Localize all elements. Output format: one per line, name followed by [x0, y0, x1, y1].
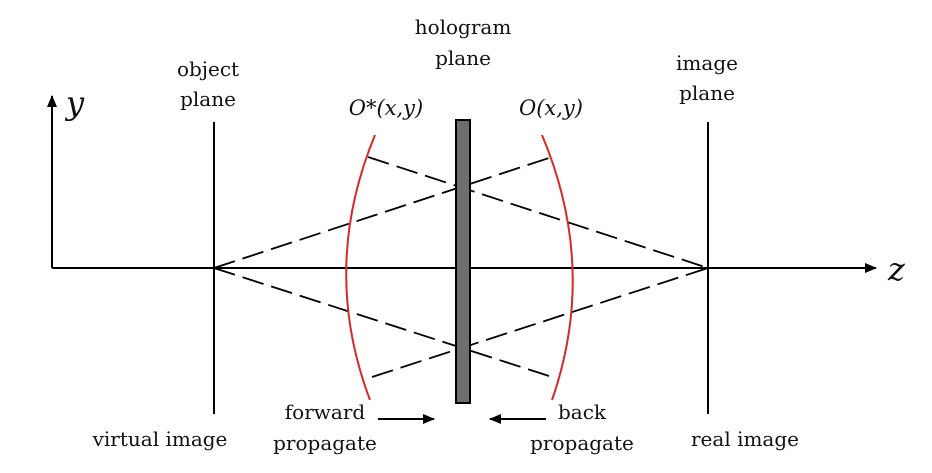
- ray-virtual-upper: [213, 156, 553, 269]
- conjugate-wave-label: O*(x,y): [349, 96, 423, 120]
- conjugate-wavefront: [345, 134, 376, 401]
- image-plane-label-line2: plane: [679, 81, 735, 105]
- ray-real-lower: [371, 267, 709, 378]
- object-plane-label-line1: object: [177, 57, 239, 81]
- hologram-plane-label-line2: plane: [435, 46, 491, 70]
- back-propagate-label-line2: propagate: [530, 431, 634, 455]
- y-axis-label: y: [64, 84, 85, 122]
- image-plane-label-line1: image: [676, 51, 738, 75]
- ray-real-upper: [367, 156, 709, 269]
- object-plane-label-line2: plane: [180, 87, 236, 111]
- real-image-label: real image: [691, 427, 799, 451]
- object-wavefront: [541, 134, 574, 401]
- ray-virtual-lower: [213, 267, 553, 378]
- virtual-image-label: virtual image: [92, 427, 228, 451]
- back-propagate-label-line1: back: [558, 400, 607, 424]
- object-wave-label: O(x,y): [519, 96, 583, 120]
- hologram-plane-label-line1: hologram: [415, 15, 512, 39]
- hologram-plate: [455, 119, 471, 404]
- z-axis-label: z: [887, 250, 906, 288]
- forward-propagate-label-line2: propagate: [273, 431, 377, 455]
- forward-propagate-label-line1: forward: [285, 400, 366, 424]
